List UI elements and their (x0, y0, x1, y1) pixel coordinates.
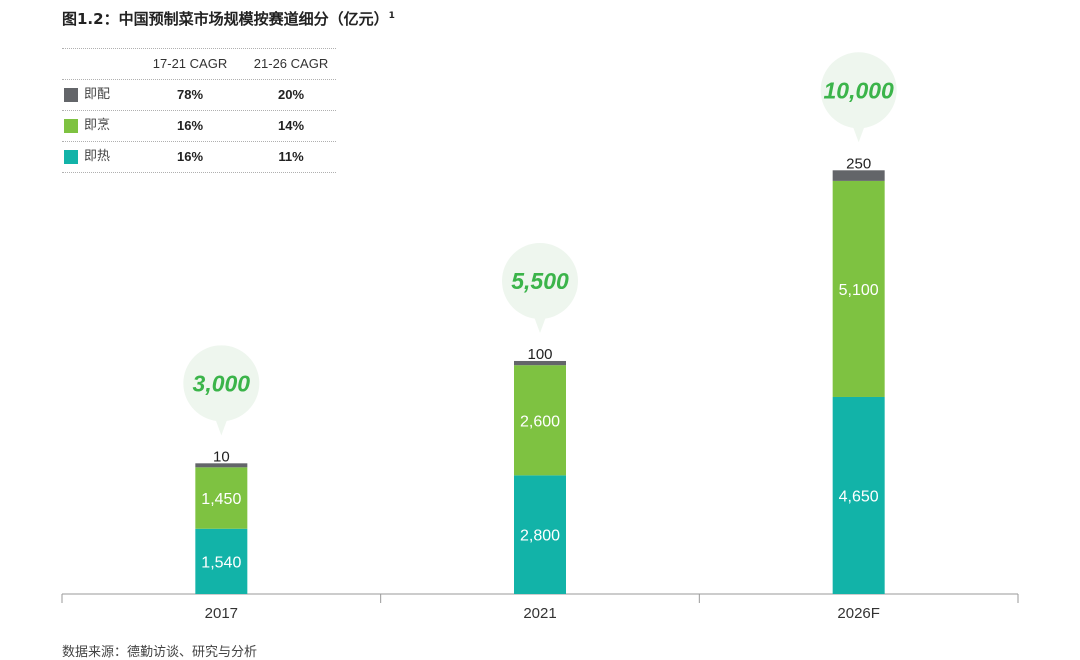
legend-cagr-17-21: 16% (176, 118, 204, 133)
legend-swatch (64, 150, 78, 164)
chart-title: 图1.2：中国预制菜市场规模按赛道细分（亿元）1 (62, 8, 395, 29)
bar-segment-label: 2,600 (520, 413, 560, 430)
legend-label: 即配 (84, 87, 111, 102)
legend-header-cagr-17-21: 17-21 CAGR (152, 56, 228, 71)
bar-segment-label: 100 (527, 346, 552, 363)
bar-segment-label: 5,100 (839, 282, 879, 299)
total-label: 10,000 (823, 77, 894, 103)
bar-segment-label: 4,650 (839, 488, 879, 505)
legend-cagr-17-21: 16% (176, 149, 204, 164)
title-text: 图1.2：中国预制菜市场规模按赛道细分（亿元） (62, 10, 389, 28)
legend-row-peipei: 即配 78% 20% (62, 80, 336, 111)
legend-swatch (64, 88, 78, 102)
legend-cagr-21-26: 11% (278, 149, 304, 164)
x-tick-label: 2017 (205, 605, 238, 622)
total-bubble-pointer (851, 123, 866, 143)
bar-segment (514, 475, 566, 594)
legend-header-cagr-21-26: 21-26 CAGR (253, 56, 329, 71)
source-note: 数据来源：德勤访谈、研究与分析 (62, 645, 258, 660)
legend-cagr-21-26: 20% (277, 87, 305, 102)
legend-label: 即烹 (84, 118, 111, 133)
bar-segment (832, 396, 885, 594)
total-label: 5,500 (511, 268, 569, 294)
bar-segment-label: 250 (846, 155, 871, 172)
bar-segment (832, 170, 885, 181)
legend-label: 即热 (84, 149, 111, 164)
legend-row-peng: 即烹 16% 14% (62, 111, 336, 142)
title-footnote: 1 (388, 11, 395, 21)
bar-segment-label: 1,450 (201, 491, 241, 508)
bar-segment (195, 528, 248, 594)
legend-header-row: 17-21 CAGR 21-26 CAGR (62, 48, 336, 80)
bar-segment (514, 365, 566, 476)
total-bubble-pointer (214, 416, 229, 436)
legend-cagr-21-26: 14% (277, 118, 305, 133)
bar-segment-label: 10 (213, 448, 230, 465)
total-bubble (502, 242, 578, 319)
legend-row-re: 即热 16% 11% (62, 142, 336, 173)
total-bubble (820, 52, 897, 129)
bar-segment (514, 360, 566, 366)
bar-segment (195, 463, 248, 468)
legend-table: 17-21 CAGR 21-26 CAGR 即配 78% 20% 即烹 16% … (62, 48, 336, 173)
total-bubble (183, 345, 260, 422)
bar-segment (195, 467, 248, 529)
total-label: 3,000 (193, 370, 251, 396)
bar-segment-label: 2,800 (520, 528, 560, 545)
x-tick-label: 2021 (523, 605, 556, 622)
legend-swatch (64, 119, 78, 133)
legend-cagr-17-21: 78% (176, 87, 204, 102)
total-bubble-pointer (533, 313, 547, 333)
x-tick-label: 2026F (837, 605, 880, 622)
bar-segment-label: 1,540 (201, 554, 241, 571)
bar-segment (832, 180, 885, 397)
